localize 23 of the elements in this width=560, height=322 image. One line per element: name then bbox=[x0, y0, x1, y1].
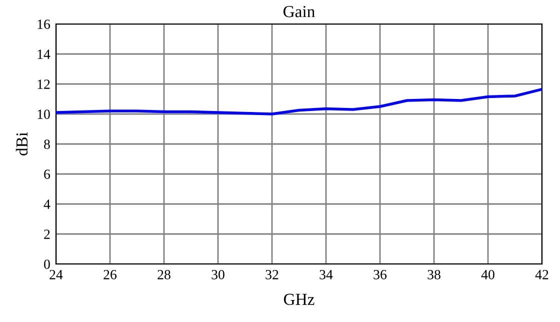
x-tick-label: 36 bbox=[374, 270, 387, 280]
x-tick-label: 24 bbox=[50, 270, 63, 280]
x-axis-title: GHz bbox=[284, 294, 314, 305]
x-tick-label: 28 bbox=[158, 270, 170, 280]
x-tick-label: 40 bbox=[481, 270, 494, 280]
x-tick-label: 30 bbox=[212, 270, 224, 280]
y-tick-label: 2 bbox=[44, 230, 50, 239]
y-tick-label: 8 bbox=[44, 140, 50, 149]
y-tick-label: 12 bbox=[38, 80, 50, 89]
x-tick-label: 34 bbox=[320, 270, 333, 280]
x-tick-label: 38 bbox=[428, 270, 440, 280]
x-tick-label: 26 bbox=[104, 270, 117, 280]
y-tick-label: 0 bbox=[44, 260, 50, 269]
y-tick-label: 4 bbox=[44, 200, 50, 209]
line-series bbox=[56, 88, 542, 116]
y-tick-label: 16 bbox=[38, 20, 50, 29]
chart-title: Gain bbox=[283, 6, 315, 18]
x-tick-label: 42 bbox=[535, 270, 548, 280]
y-tick-label: 6 bbox=[44, 170, 50, 179]
y-tick-label: 10 bbox=[38, 110, 50, 119]
x-tick-label: 32 bbox=[266, 270, 278, 280]
y-axis-title: dBi bbox=[16, 132, 28, 156]
y-tick-label: 14 bbox=[38, 50, 50, 59]
